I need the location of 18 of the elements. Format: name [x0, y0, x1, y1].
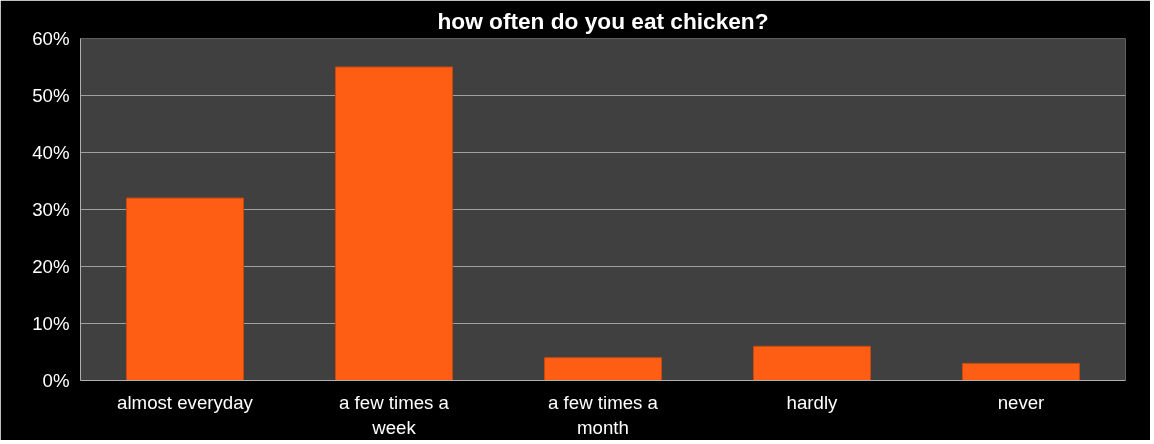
- bar: [543, 357, 663, 381]
- bar: [752, 345, 872, 381]
- y-tick-label: 20%: [32, 256, 70, 277]
- y-tick-label: 10%: [32, 313, 70, 334]
- bar: [334, 66, 454, 381]
- x-tick-label: a few times a week: [339, 391, 450, 438]
- bar: [961, 362, 1081, 381]
- x-tick-label: a few times a month: [548, 391, 659, 438]
- x-tick-label: never: [997, 391, 1045, 413]
- x-tick-label: hardly: [786, 391, 839, 413]
- y-tick-label: 60%: [32, 28, 70, 49]
- chart-title: how often do you eat chicken?: [437, 7, 769, 34]
- y-tick-label: 50%: [32, 85, 70, 106]
- bar: [125, 197, 245, 381]
- y-tick-label: 30%: [32, 199, 70, 220]
- y-tick-label: 40%: [32, 142, 70, 163]
- x-tick-label: almost everyday: [117, 391, 254, 413]
- y-tick-label: 0%: [42, 370, 70, 391]
